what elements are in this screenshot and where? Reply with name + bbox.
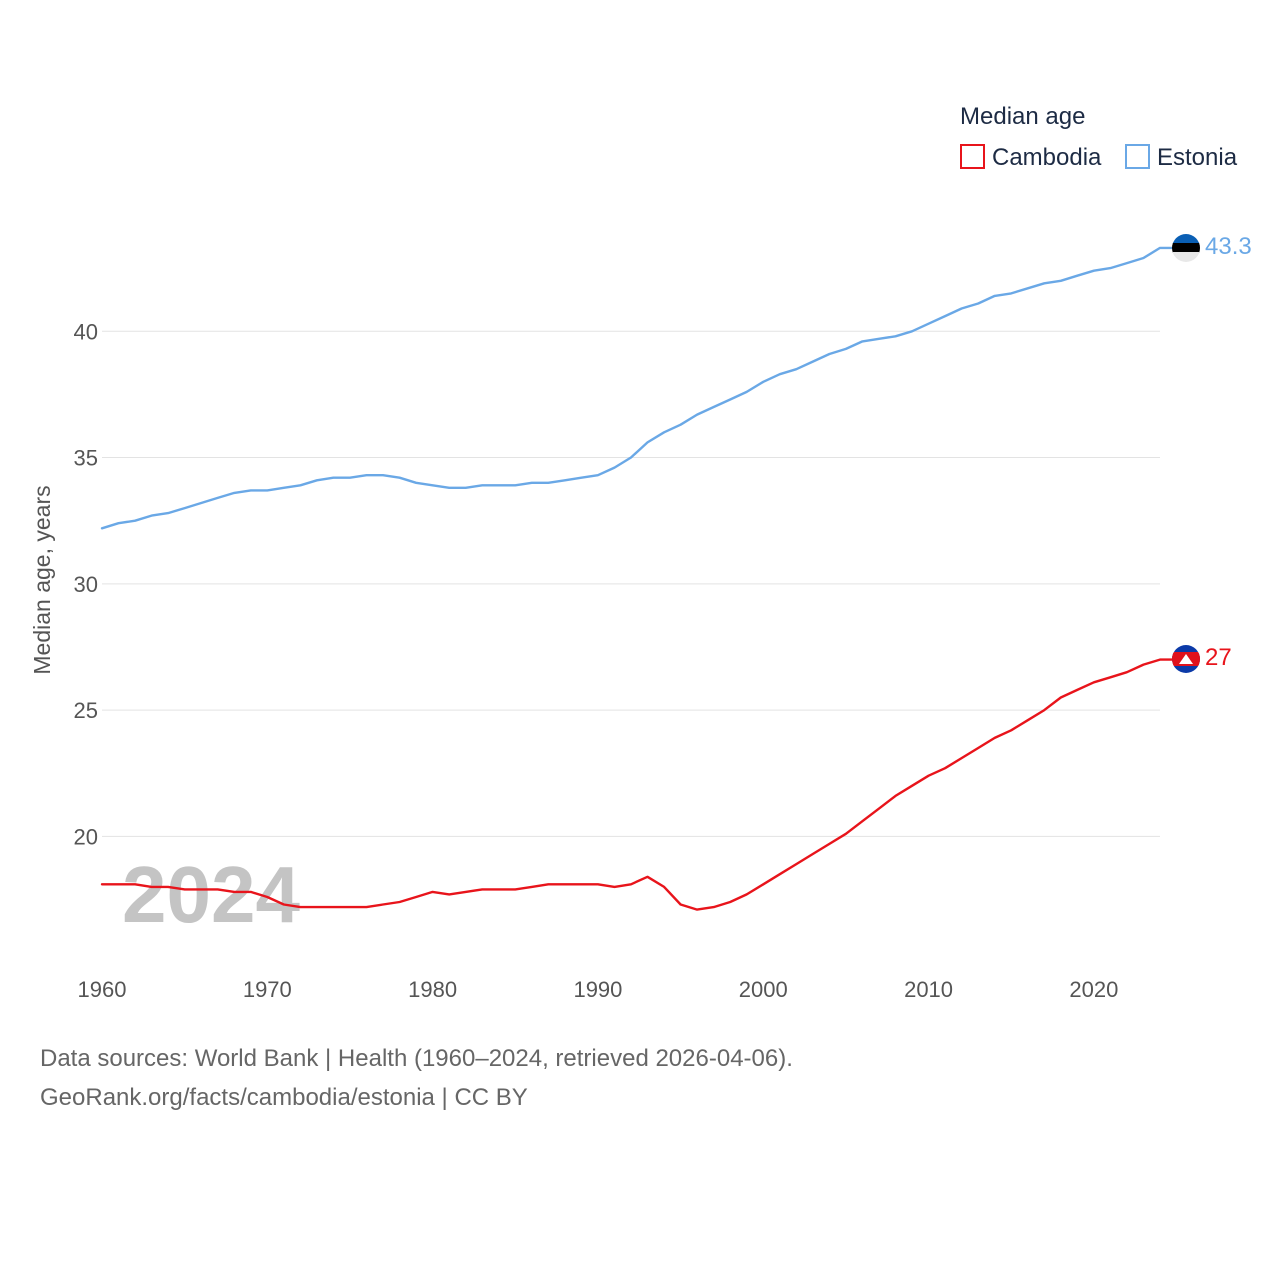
- legend-swatch-cambodia[interactable]: [960, 144, 985, 169]
- credit-line[interactable]: GeoRank.org/facts/cambodia/estonia | CC …: [40, 1084, 528, 1111]
- y-tick-label: 40: [74, 319, 98, 344]
- series-lines: [100, 246, 1174, 911]
- end-value-estonia: 43.3: [1205, 233, 1252, 260]
- end-value-cambodia: 27: [1205, 644, 1232, 671]
- legend-label-cambodia[interactable]: Cambodia: [992, 144, 1102, 171]
- legend-label-estonia[interactable]: Estonia: [1157, 144, 1238, 171]
- x-tick-label: 2020: [1069, 977, 1118, 1002]
- y-axis-title: Median age, years: [29, 485, 55, 674]
- y-tick-label: 35: [74, 446, 98, 471]
- y-axis: 20 25 30 35 40: [74, 319, 98, 849]
- grid-lines: [102, 330, 1160, 837]
- x-tick-label: 2010: [904, 977, 953, 1002]
- x-tick-label: 1990: [573, 977, 622, 1002]
- x-tick-label: 1960: [78, 977, 127, 1002]
- y-tick-label: 20: [74, 824, 98, 849]
- x-tick-label: 2000: [739, 977, 788, 1002]
- x-tick-label: 1980: [408, 977, 457, 1002]
- legend-title: Median age: [960, 103, 1085, 130]
- cambodia-flag-icon: [1172, 645, 1200, 673]
- series-line-cambodia: [100, 658, 1174, 911]
- year-watermark: 2024: [122, 850, 300, 939]
- data-sources: Data sources: World Bank | Health (1960–…: [40, 1045, 793, 1072]
- legend: Median age Cambodia Estonia: [960, 103, 1238, 171]
- estonia-flag-icon: [1172, 234, 1200, 262]
- y-tick-label: 30: [74, 572, 98, 597]
- x-axis: 1960 1970 1980 1990 2000 2010 2020: [78, 977, 1119, 1002]
- legend-swatch-estonia[interactable]: [1125, 144, 1150, 169]
- series-line-estonia: [100, 246, 1174, 530]
- x-tick-label: 1970: [243, 977, 292, 1002]
- y-tick-label: 25: [74, 698, 98, 723]
